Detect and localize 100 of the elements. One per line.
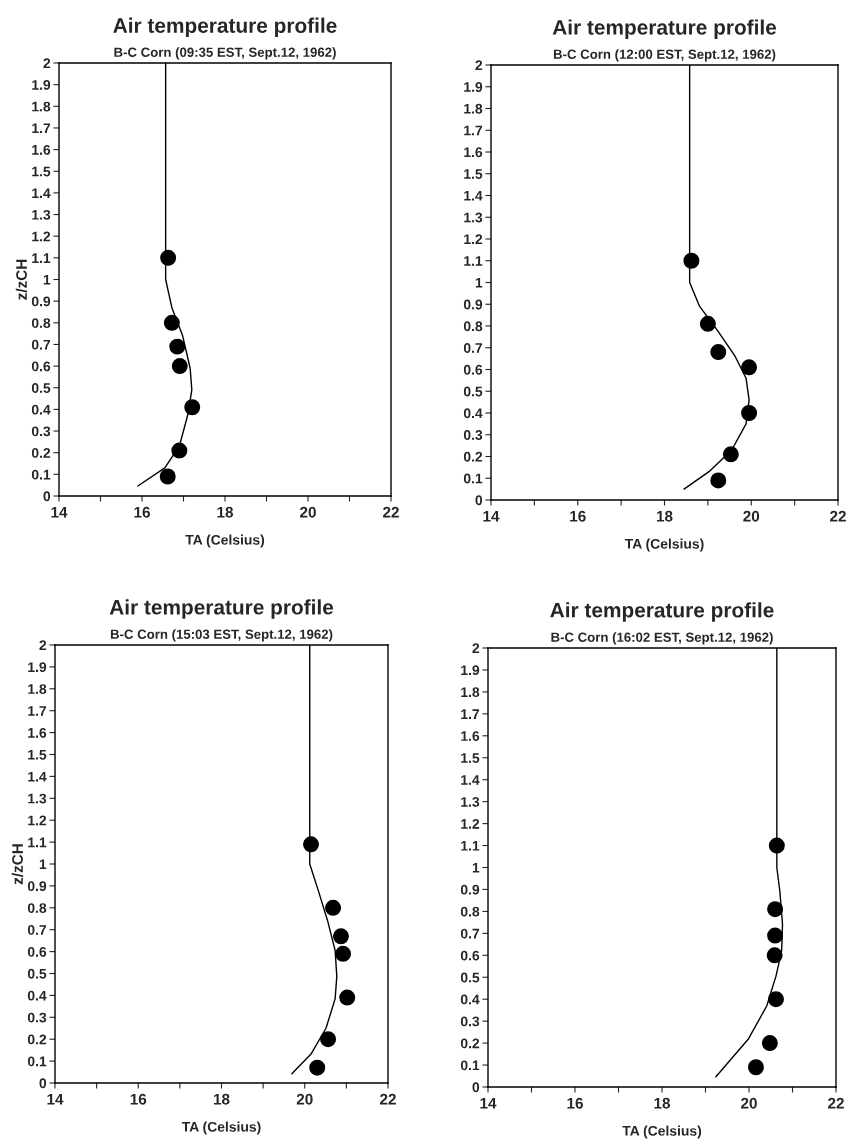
y-tick-label: 0.8 <box>460 906 480 917</box>
y-tick-label: 1.9 <box>28 662 47 673</box>
y-tick-label: 1.8 <box>28 684 47 694</box>
y-tick-label: 0.6 <box>27 946 47 957</box>
y-tick-label: 1.5 <box>464 169 483 179</box>
y-tick-label: 0.7 <box>460 928 480 939</box>
y-tick-label: 0 <box>472 1082 480 1093</box>
point <box>741 405 758 421</box>
y-tick-label: 1 <box>43 274 51 285</box>
y-tick-label: 0.8 <box>27 903 47 913</box>
chart-subtitle: B-C Corn (15:03 EST, Sept.12, 1962) <box>110 629 333 642</box>
y-tick-label: 0.6 <box>463 364 483 375</box>
point <box>339 989 356 1006</box>
y-tick-label: 0.2 <box>31 448 51 458</box>
point <box>766 947 783 964</box>
y-tick-label: 0.3 <box>31 426 51 437</box>
x-axis-title: TA (Celsius) <box>181 1121 261 1135</box>
point <box>747 1059 764 1076</box>
x-tick-label: 22 <box>828 1097 844 1109</box>
y-tick-label: 1 <box>472 862 480 873</box>
y-tick-label: 1.6 <box>28 727 47 738</box>
x-axis-title: TA (Celsius) <box>622 1125 702 1139</box>
y-tick-label: 1.7 <box>464 125 483 136</box>
y-tick-label: 1.7 <box>461 709 480 719</box>
x-tick-label: 18 <box>213 1093 230 1105</box>
chart-title: Air temperature profile <box>109 599 334 619</box>
point <box>335 945 352 962</box>
y-tick-label: 0.6 <box>31 361 51 372</box>
y-tick-label: 0.3 <box>460 1016 480 1027</box>
y-tick-label: 1.2 <box>461 818 480 829</box>
y-tick-label: 0.7 <box>463 343 483 353</box>
point <box>767 901 784 918</box>
point <box>163 314 180 331</box>
y-tick-label: 0.1 <box>27 1056 47 1067</box>
point <box>303 836 319 853</box>
y-axis-title: z/zCH <box>15 259 28 300</box>
x-tick-label: 18 <box>656 510 673 522</box>
point <box>159 468 176 485</box>
y-tick-label: 0.7 <box>31 339 51 350</box>
point <box>683 252 700 269</box>
y-tick-label: 0.9 <box>31 296 51 307</box>
y-tick-label: 0 <box>475 495 483 506</box>
x-tick-label: 14 <box>483 510 500 522</box>
y-tick-label: 1.2 <box>464 234 483 245</box>
point <box>767 927 784 944</box>
x-tick-label: 16 <box>130 1093 147 1105</box>
x-tick-label: 16 <box>570 510 586 522</box>
y-tick-label: 1.8 <box>32 101 51 112</box>
y-tick-label: 1 <box>39 859 47 870</box>
y-tick-label: 1.8 <box>464 103 483 114</box>
chart-subtitle: B-C Corn (16:02 EST, Sept.12, 1962) <box>551 632 773 645</box>
y-tick-label: 0 <box>39 1078 47 1089</box>
y-tick-label: 1.4 <box>464 190 483 201</box>
x-tick-label: 22 <box>380 1093 396 1105</box>
y-tick-label: 0.5 <box>463 386 483 397</box>
point <box>169 338 186 355</box>
y-tick-label: 1.3 <box>461 796 480 807</box>
y-tick-label: 0.4 <box>31 404 51 415</box>
point <box>710 472 727 489</box>
y-tick-label: 1.2 <box>28 815 47 826</box>
y-tick-label: 0.2 <box>27 1034 47 1045</box>
x-axis-title: TA (Celsius) <box>185 534 265 548</box>
y-tick-label: 1.1 <box>461 841 480 851</box>
point <box>332 928 349 945</box>
point <box>768 837 785 854</box>
y-tick-label: 1.5 <box>461 753 480 763</box>
point <box>171 358 188 375</box>
chart-subtitle: B-C Corn (12:00 EST, Sept.12, 1962) <box>553 49 776 62</box>
x-tick-label: 20 <box>741 1097 757 1109</box>
y-tick-label: 1 <box>475 277 483 288</box>
x-tick-label: 14 <box>480 1097 497 1109</box>
y-tick-label: 0 <box>43 491 51 502</box>
y-tick-label: 1.3 <box>28 793 47 804</box>
point <box>761 1035 778 1052</box>
y-tick-label: 1.9 <box>32 79 51 90</box>
y-tick-label: 2 <box>475 60 483 71</box>
x-tick-label: 16 <box>134 506 150 518</box>
y-tick-label: 0.2 <box>460 1038 480 1049</box>
chart-subtitle: B-C Corn (09:35 EST, Sept.12, 1962) <box>114 47 336 60</box>
y-tick-label: 0.9 <box>27 881 47 892</box>
point <box>325 899 342 916</box>
chart-title: Air temperature profile <box>552 19 777 39</box>
y-tick-label: 1.3 <box>464 212 483 223</box>
y-axis-title: z/zCH <box>11 844 24 885</box>
y-tick-label: 2 <box>43 58 51 69</box>
x-tick-label: 20 <box>300 506 316 518</box>
point <box>699 315 716 332</box>
y-tick-label: 1.7 <box>32 123 51 133</box>
point <box>184 399 201 416</box>
y-tick-label: 0.4 <box>463 408 483 419</box>
x-tick-label: 22 <box>383 506 399 518</box>
x-axis-title: TA (Celsius) <box>624 538 704 552</box>
y-tick-label: 1.1 <box>28 837 47 848</box>
y-tick-label: 1.3 <box>32 209 51 220</box>
y-tick-label: 1.6 <box>461 731 480 741</box>
y-tick-label: 1.6 <box>464 147 483 158</box>
y-tick-label: 0.1 <box>460 1060 480 1071</box>
point <box>320 1031 337 1048</box>
y-tick-label: 1.9 <box>461 665 480 676</box>
y-tick-label: 2 <box>472 643 480 654</box>
